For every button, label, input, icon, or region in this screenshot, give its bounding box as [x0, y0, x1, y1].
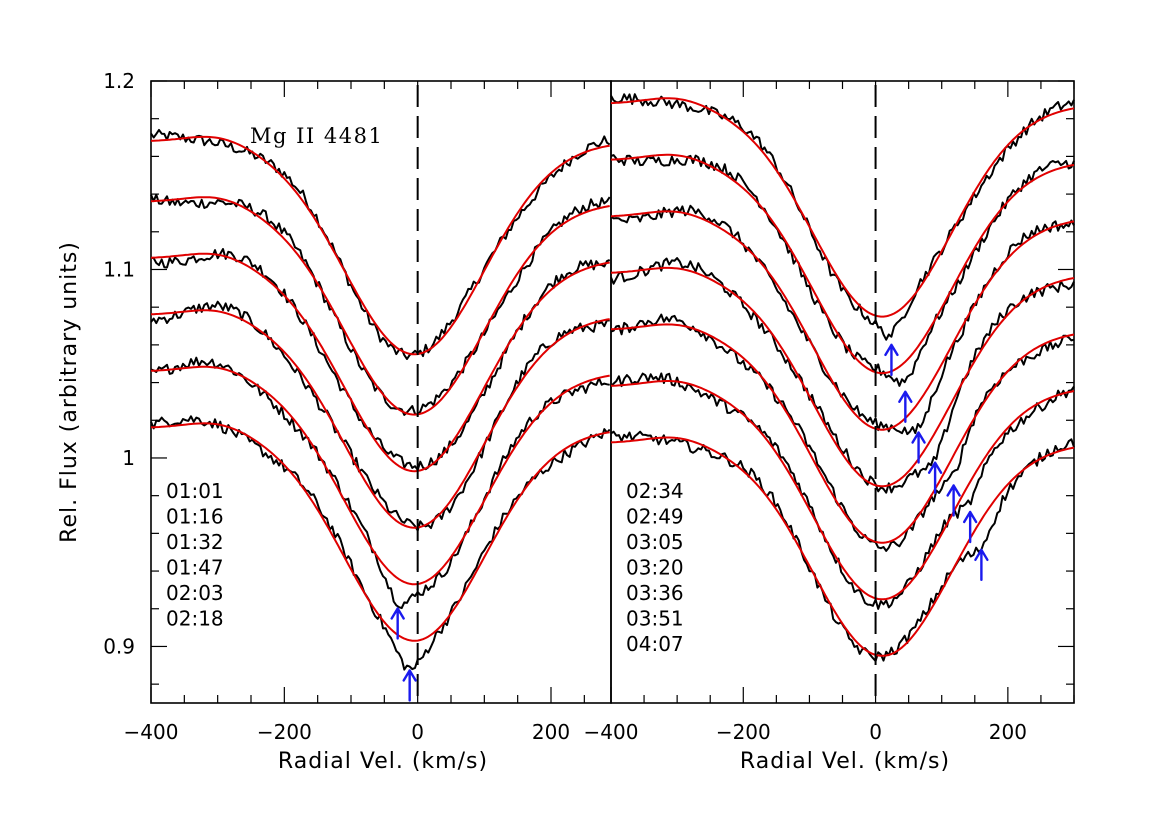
axis-tick-labels: −400 −200 0 200 0.9 1 1.1 1.2 −400 −200 0 200 [103, 69, 1027, 744]
model-profile-01:47 [150, 309, 610, 529]
model-profile-02:34 [610, 97, 1075, 318]
time-label: 01:16 [166, 505, 224, 529]
x-tick-label: 200 [532, 720, 570, 744]
time-label: 03:36 [626, 581, 684, 605]
time-label: 04:07 [626, 632, 684, 656]
arrow-marker-02:18 [402, 669, 417, 702]
time-label: 01:47 [166, 556, 224, 580]
time-label: 01:01 [166, 479, 224, 503]
x-tick-label: 0 [869, 720, 882, 744]
x-tick-label: −200 [257, 720, 312, 744]
observed-profile-01:01 [150, 128, 611, 360]
x-axis-label-right: Radial Vel. (km/s) [740, 749, 950, 774]
model-profile-04:07 [610, 436, 1075, 657]
y-tick-label: 1 [122, 446, 135, 470]
model-profile-03:05 [610, 210, 1075, 431]
time-label: 03:05 [626, 530, 684, 554]
model-profile-01:16 [150, 196, 610, 416]
y-axis-label: Rel. Flux (arbitrary units) [57, 241, 82, 543]
time-label: 01:32 [166, 530, 224, 554]
time-label: 02:18 [166, 607, 224, 631]
x-tick-label: −200 [716, 720, 771, 744]
x-tick-label: 200 [989, 720, 1027, 744]
line-identification-label: Mg II 4481 [250, 124, 383, 148]
arrow-marker-03:05 [911, 431, 926, 464]
x-tick-label: −400 [124, 720, 179, 744]
model-profile-02:03 [150, 365, 610, 586]
observed-profile-02:34 [610, 93, 1075, 341]
time-label: 02:34 [626, 479, 684, 503]
model-profile-01:01 [150, 135, 610, 356]
x-tick-label: 0 [411, 720, 424, 744]
y-tick-label: 0.9 [103, 634, 135, 658]
arrow-marker-02:49 [898, 390, 913, 423]
time-label: 02:03 [166, 581, 224, 605]
observed-profile-01:47 [150, 300, 610, 532]
model-profile-01:32 [150, 252, 610, 473]
model-profile-03:51 [610, 380, 1075, 601]
arrow-marker-04:07 [974, 548, 989, 582]
model-profile-02:18 [150, 422, 610, 642]
model-profile-02:49 [610, 153, 1075, 375]
model-profile-03:36 [610, 323, 1075, 544]
y-tick-label: 1.2 [103, 69, 135, 93]
time-label: 02:49 [626, 505, 684, 529]
observed-profile-03:20 [610, 257, 1075, 494]
zero-velocity-lines [416, 85, 877, 703]
arrow-marker-02:34 [884, 343, 899, 377]
time-label: 03:20 [626, 556, 684, 580]
x-axis-label-left: Radial Vel. (km/s) [278, 749, 488, 774]
axis-ticks [150, 80, 1075, 703]
y-tick-label: 1.1 [103, 257, 135, 281]
observed-profile-01:32 [150, 248, 611, 471]
x-tick-label: −400 [584, 720, 639, 744]
model-profile-03:20 [610, 266, 1075, 488]
arrow-marker-03:20 [927, 461, 943, 494]
spectral-profiles [150, 93, 1075, 671]
arrow-marker-03:51 [962, 510, 978, 544]
arrow-marker-02:03 [390, 607, 405, 640]
time-label: 03:51 [626, 607, 684, 631]
observed-profile-02:49 [610, 154, 1075, 387]
feature-arrows [390, 343, 989, 702]
arrow-marker-03:36 [946, 484, 961, 517]
